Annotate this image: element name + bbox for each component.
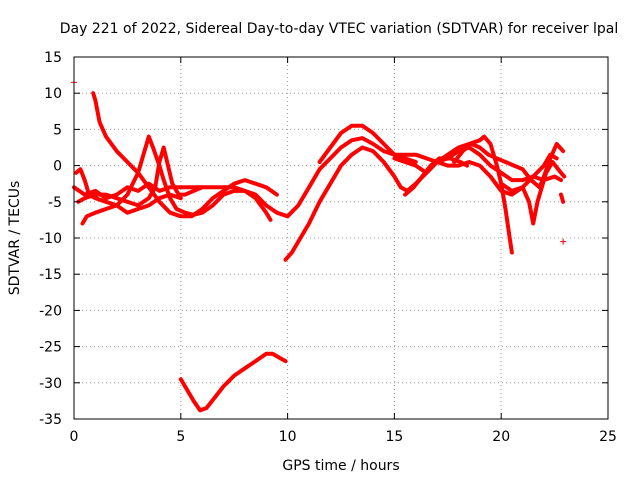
y-tick-label: 10 bbox=[44, 86, 62, 102]
y-tick-label: -35 bbox=[39, 412, 62, 428]
x-tick-label: 15 bbox=[385, 429, 403, 445]
y-tick-label: -30 bbox=[39, 376, 62, 392]
data-series-arc-1 bbox=[72, 136, 418, 219]
data-series-arc-5 bbox=[74, 167, 183, 215]
data-series-arc-7 bbox=[317, 123, 559, 197]
y-tick-label: -20 bbox=[39, 303, 62, 319]
grid-layer bbox=[74, 57, 608, 419]
y-tick-label: 5 bbox=[53, 122, 62, 138]
x-tick-label: 25 bbox=[599, 429, 617, 445]
y-tick-label: -15 bbox=[39, 267, 62, 283]
data-series-arc-9 bbox=[452, 141, 566, 190]
y-axis-label: SDTVAR / TECUs bbox=[7, 181, 23, 296]
y-tick-label: 15 bbox=[44, 50, 62, 66]
y-tick-label: -5 bbox=[48, 195, 62, 211]
tick-layer bbox=[73, 56, 609, 420]
data-series-arc-13 bbox=[559, 192, 566, 204]
data-series-arc-8 bbox=[392, 145, 563, 183]
x-tick-label: 5 bbox=[176, 429, 185, 445]
tick-label-layer: 0 5 10 15 20 25 15 10 5 0 -5 -10 -15 -20 -25 -30 -35 bbox=[39, 50, 617, 445]
data-series-arc-10 bbox=[499, 160, 567, 226]
data-series-arc-4 bbox=[76, 145, 205, 208]
y-tick-label: -10 bbox=[39, 231, 62, 247]
y-tick-label: -25 bbox=[39, 340, 62, 356]
data-series-arc-11 bbox=[403, 156, 469, 197]
series-layer bbox=[71, 79, 567, 413]
x-tick-label: 0 bbox=[70, 429, 79, 445]
x-tick-label: 20 bbox=[492, 429, 510, 445]
data-series-arc-2 bbox=[91, 91, 279, 219]
y-tick-label: 0 bbox=[53, 159, 62, 175]
chart-title: Day 221 of 2022, Sidereal Day-to-day VTE… bbox=[60, 21, 618, 37]
data-series-arc-12 bbox=[178, 351, 288, 413]
x-tick-label: 10 bbox=[279, 429, 297, 445]
x-axis-label: GPS time / hours bbox=[282, 458, 399, 474]
outlier-point bbox=[560, 238, 567, 245]
